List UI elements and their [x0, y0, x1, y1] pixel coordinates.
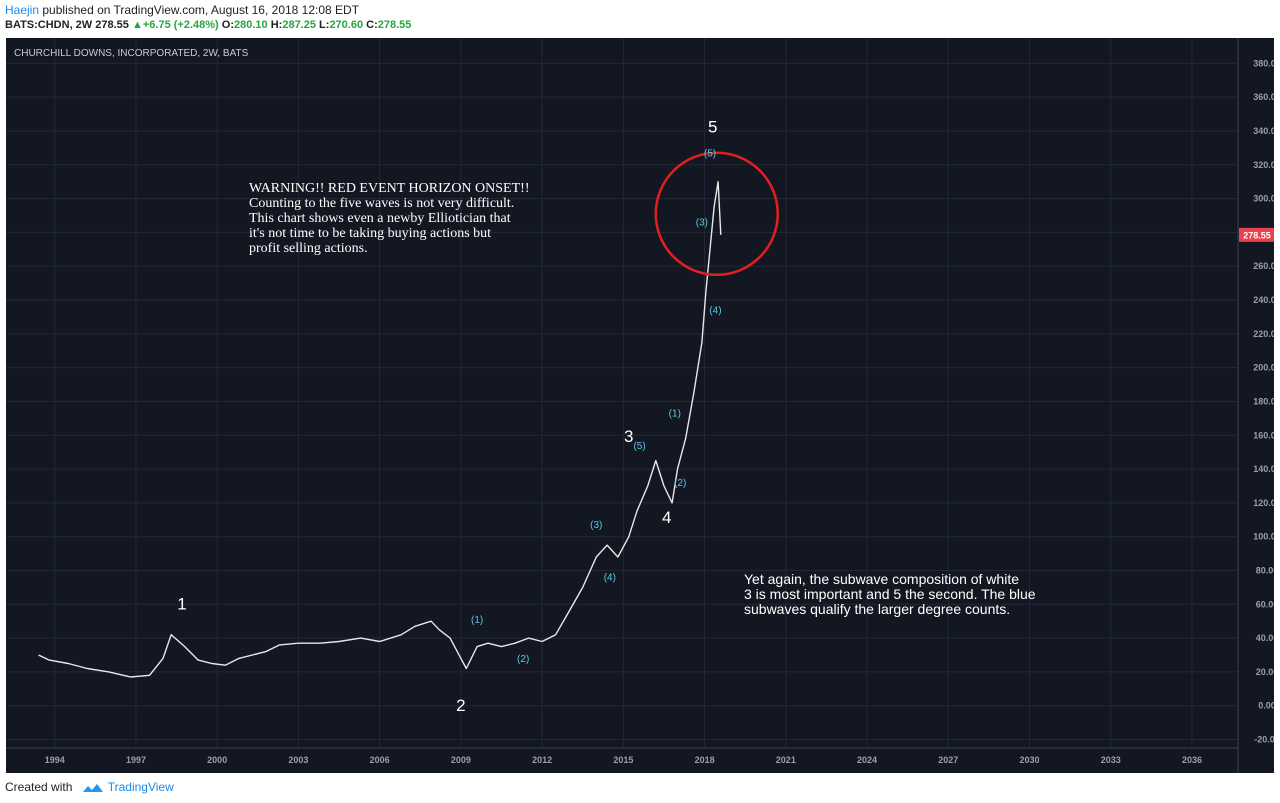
wave-label-4: 4 [662, 508, 671, 527]
last-price: 278.55 [95, 19, 129, 31]
note-text-line: Yet again, the subwave composition of wh… [744, 571, 1019, 587]
wave-label-2: 2 [456, 696, 465, 715]
warning-text-line: it's not time to be taking buying action… [249, 226, 491, 241]
price-chart[interactable]: -20.00 0.00 20.00 40.00 60.00 80.00 100.00 120.… [6, 38, 1274, 773]
x-tick-label: 2015 [613, 755, 633, 765]
price-line [38, 180, 722, 678]
note-text-line: subwaves qualify the larger degree count… [744, 601, 1010, 617]
x-tick-label: 2021 [776, 755, 796, 765]
y-tick-label: 380.00 [1253, 58, 1274, 68]
subwave-label: (4) [709, 306, 721, 317]
author-link[interactable]: Haejin [5, 3, 40, 17]
wave-label-1: 1 [177, 594, 186, 613]
x-tick-label: 2012 [532, 755, 552, 765]
subwave-label: (3) [696, 218, 708, 229]
wave-label-5: 5 [708, 118, 717, 137]
chart-panel[interactable]: -20.00 0.00 20.00 40.00 60.00 80.00 100.00 120.… [6, 38, 1274, 773]
subwave-label: (5) [633, 441, 645, 452]
low-label: L: [319, 19, 330, 31]
x-tick-label: 2006 [370, 755, 390, 765]
y-tick-label: 260.00 [1253, 261, 1274, 271]
y-tick-label: 180.00 [1253, 396, 1274, 406]
y-tick-label: 320.00 [1253, 160, 1274, 170]
event-horizon-circle [654, 151, 780, 277]
subwave-label: (2) [517, 654, 529, 665]
footer: Created with TradingView [5, 780, 174, 794]
y-tick-label: 40.00 [1256, 633, 1274, 643]
x-tick-label: 2009 [451, 755, 471, 765]
high-label: H: [270, 19, 283, 31]
chart-title: CHURCHILL DOWNS, INCORPORATED, 2W, BATS [14, 48, 249, 59]
published-text: published on TradingView.com, August 16,… [42, 3, 360, 17]
subwave-label: (2) [674, 478, 686, 489]
y-tick-label: 200.00 [1253, 363, 1274, 373]
subwave-label: (3) [590, 520, 602, 531]
y-tick-label: 100.00 [1253, 532, 1274, 542]
x-tick-label: 2024 [857, 755, 877, 765]
y-tick-label: 60.00 [1256, 599, 1274, 609]
last-price-label: 278.55 [1243, 230, 1271, 240]
up-arrow-icon: ▲ [131, 19, 143, 31]
y-tick-label: 120.00 [1253, 498, 1274, 508]
x-tick-label: 2036 [1182, 755, 1202, 765]
last-price-tag [1239, 227, 1274, 242]
y-tick-label: 340.00 [1253, 126, 1274, 136]
y-tick-label: -20.00 [1254, 735, 1274, 745]
warning-text-line: WARNING!! RED EVENT HORIZON ONSET!! [249, 181, 529, 196]
close-label: C: [366, 19, 378, 31]
open-value: 280.10 [234, 19, 268, 31]
x-tick-label: 2033 [1101, 755, 1121, 765]
price-change: +6.75 (+2.48%) [142, 19, 219, 31]
wave-label-3: 3 [624, 427, 633, 446]
y-tick-label: 360.00 [1253, 92, 1274, 102]
tradingview-link[interactable]: TradingView [107, 780, 174, 794]
low-value: 270.60 [329, 19, 364, 31]
y-tick-label: 160.00 [1253, 430, 1274, 440]
subwave-label: (1) [669, 409, 681, 420]
y-tick-label: 300.00 [1253, 194, 1274, 204]
y-tick-label: 140.00 [1253, 464, 1274, 474]
x-tick-label: 1994 [45, 755, 65, 765]
x-tick-label: 2030 [1019, 755, 1039, 765]
created-with-text: Created with [5, 780, 73, 794]
x-tick-label: 2018 [695, 755, 715, 765]
x-tick-label: 2003 [288, 755, 308, 765]
ohlc-bar: BATS:CHDN, 2W 278.55 ▲+6.75 (+2.48%) O:2… [5, 19, 411, 31]
y-tick-label: 0.00 [1258, 701, 1274, 711]
x-tick-label: 2000 [207, 755, 227, 765]
warning-text-line: This chart shows even a newby Ellioticia… [249, 211, 511, 226]
subwave-label: (1) [471, 615, 483, 626]
symbol-label: BATS:CHDN, 2W [5, 19, 93, 31]
publish-info: Haejin published on TradingView.com, Aug… [5, 3, 359, 17]
note-text-line: 3 is most important and 5 the second. Th… [744, 586, 1036, 602]
warning-text-line: profit selling actions. [249, 241, 368, 256]
high-value: 287.25 [282, 19, 316, 31]
y-tick-label: 220.00 [1253, 329, 1274, 339]
close-value: 278.55 [377, 19, 412, 31]
y-tick-label: 240.00 [1253, 295, 1274, 305]
warning-text-line: Counting to the five waves is not very d… [249, 196, 514, 211]
subwave-label: (4) [604, 573, 616, 584]
tradingview-logo-icon [82, 783, 103, 792]
subwave-label: (5) [704, 148, 716, 159]
y-tick-label: 80.00 [1256, 566, 1274, 576]
y-tick-label: 20.00 [1256, 667, 1274, 677]
open-label: O: [221, 19, 234, 31]
x-tick-label: 1997 [126, 755, 146, 765]
x-tick-label: 2027 [938, 755, 958, 765]
